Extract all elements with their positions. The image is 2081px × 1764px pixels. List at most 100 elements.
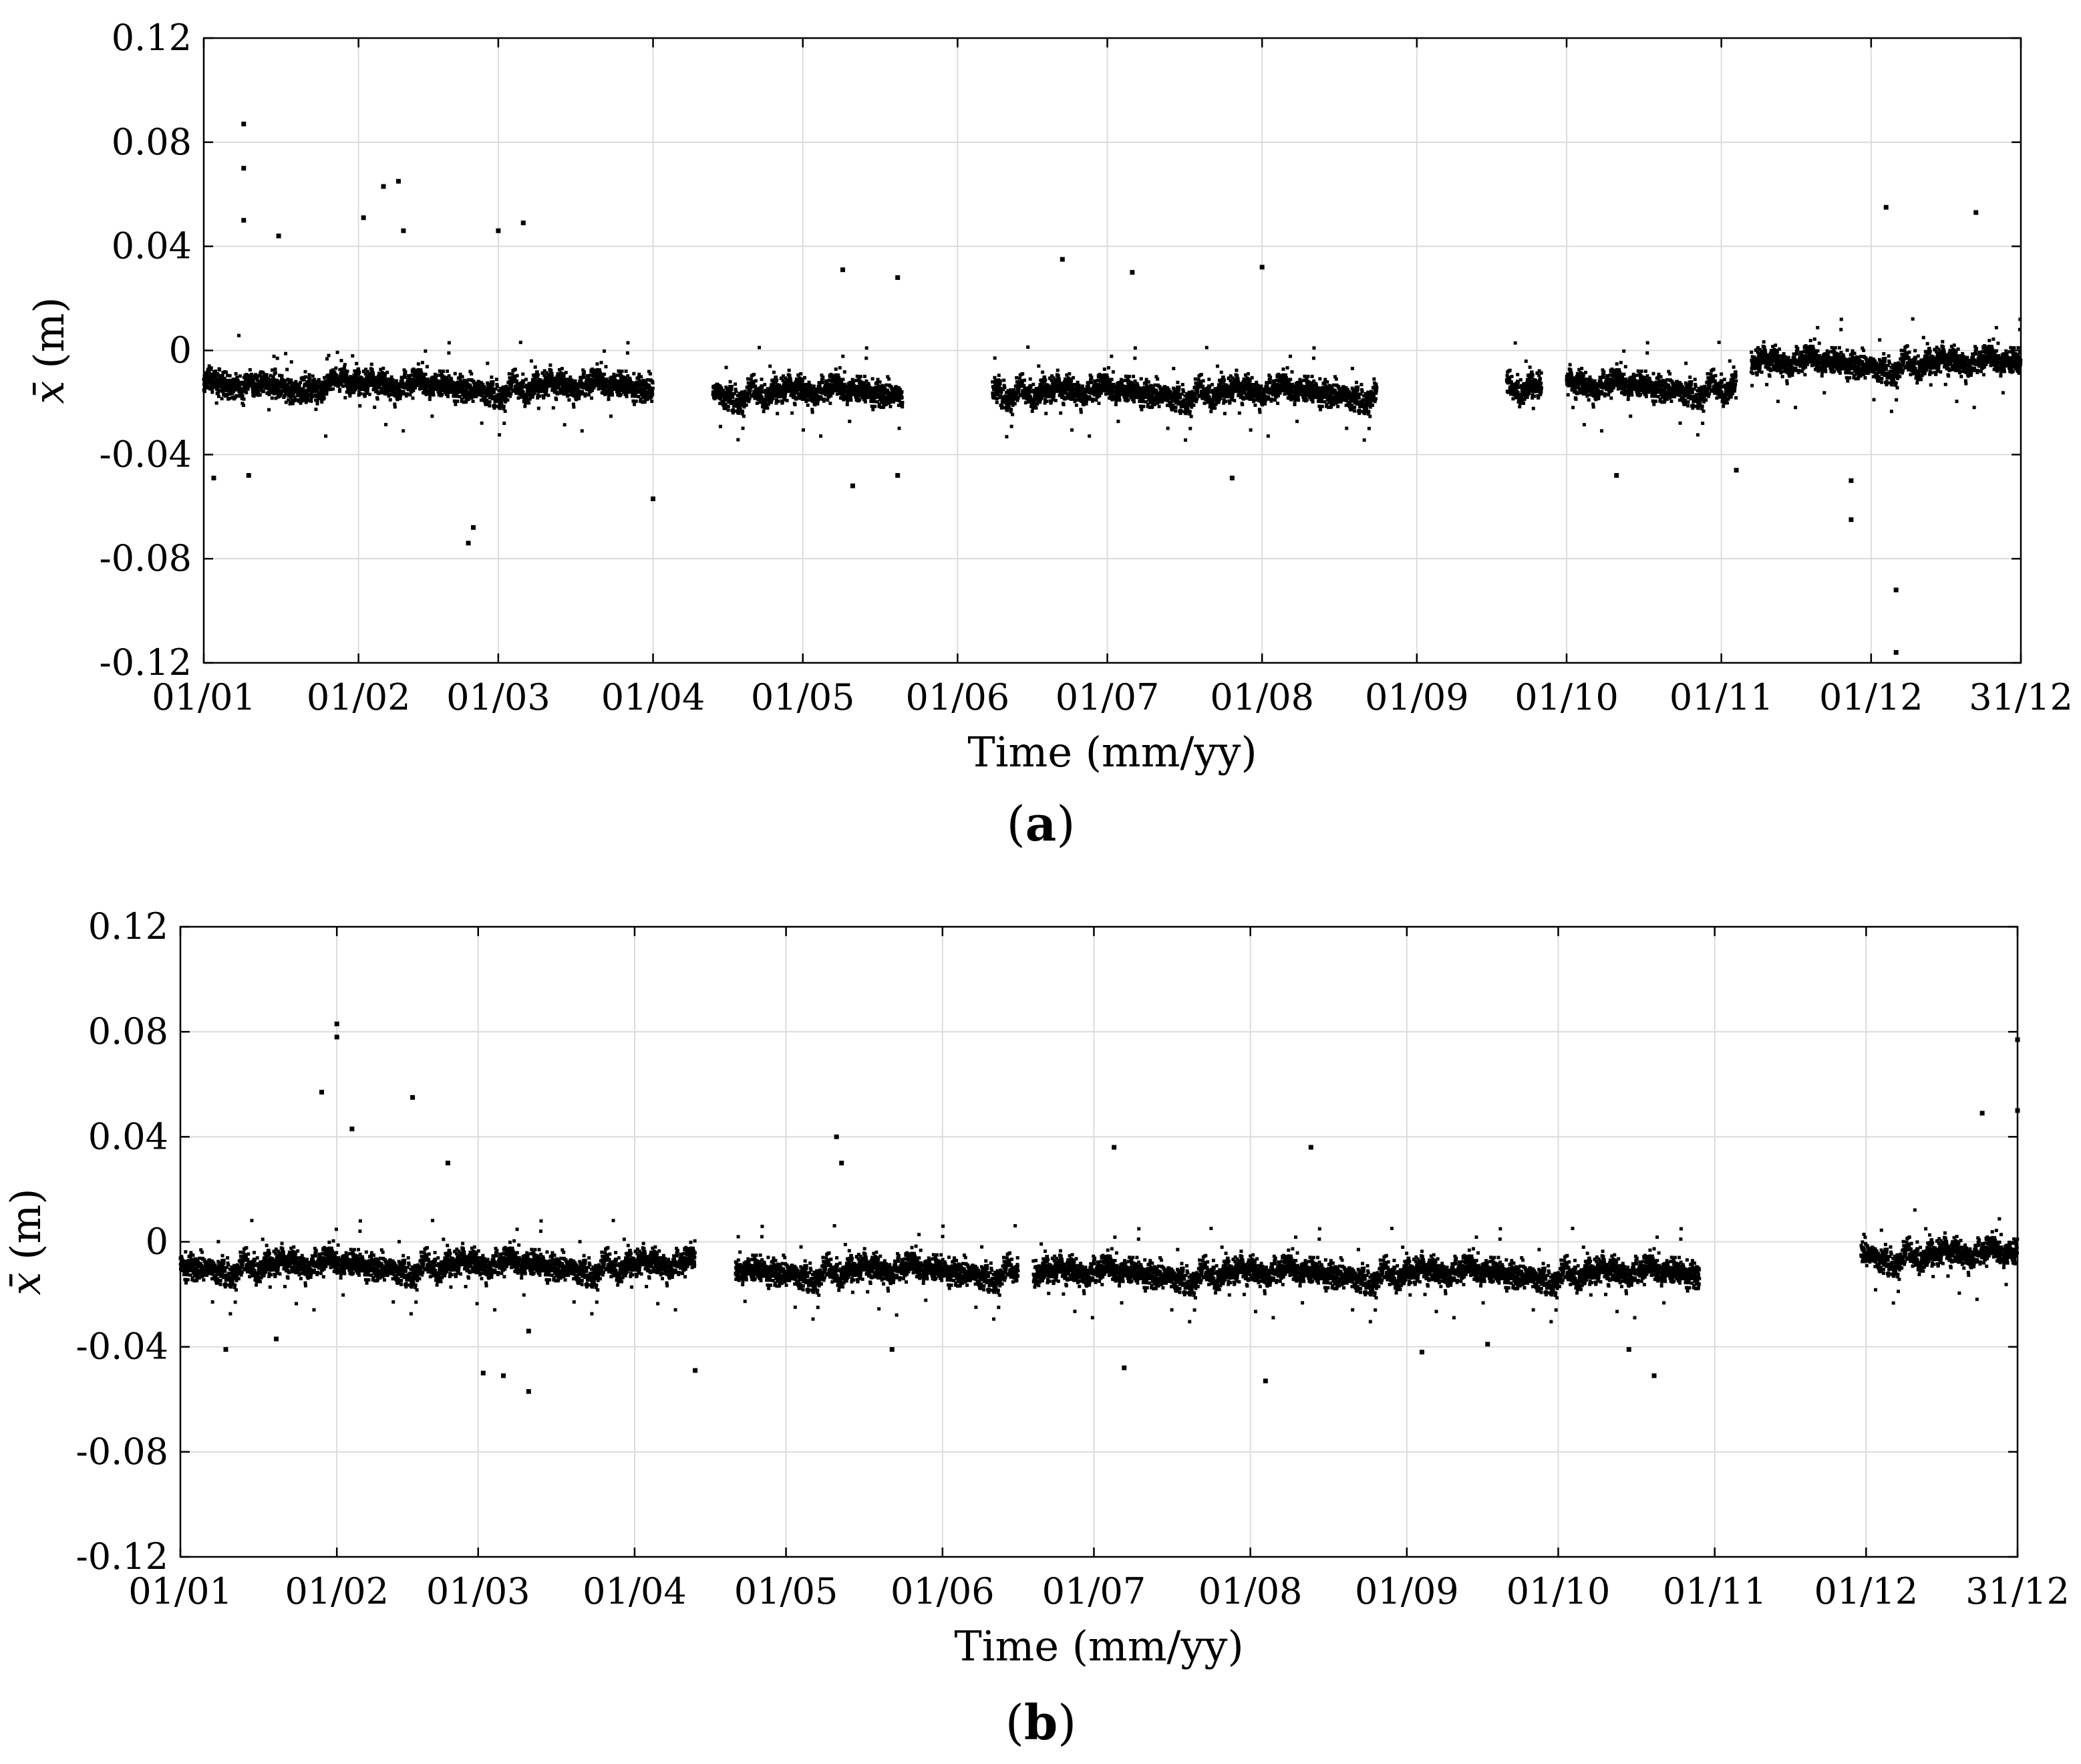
- data-point: [728, 380, 732, 384]
- data-point: [338, 388, 342, 392]
- data-point: [724, 405, 728, 409]
- data-point: [449, 376, 453, 380]
- data-point: [472, 386, 476, 390]
- data-point: [426, 380, 430, 384]
- data-point: [801, 428, 805, 432]
- data-point: [412, 388, 416, 392]
- data-point: [533, 365, 537, 369]
- data-point: [738, 406, 742, 410]
- data-point: [770, 400, 774, 404]
- data-point: [560, 367, 564, 371]
- data-point: [289, 360, 293, 364]
- data-point: [345, 373, 349, 377]
- data-point: [343, 365, 347, 369]
- data-point: [639, 375, 643, 379]
- data-point: [647, 370, 651, 374]
- data-point: [527, 382, 531, 386]
- data-point: [306, 399, 310, 403]
- data-point: [289, 400, 293, 404]
- data-point: [224, 370, 228, 374]
- data-point: [870, 404, 874, 408]
- data-point: [510, 384, 514, 388]
- data-point: [333, 370, 337, 374]
- data-point: [205, 384, 209, 388]
- data-point: [583, 394, 587, 398]
- data-point: [1043, 375, 1047, 379]
- data-point: [610, 391, 614, 395]
- data-point: [471, 400, 475, 404]
- data-point: [600, 386, 604, 390]
- data-point: [1013, 402, 1017, 406]
- data-point: [462, 400, 466, 404]
- data-point: [387, 388, 391, 392]
- data-point: [762, 410, 766, 414]
- data-point: [646, 394, 650, 398]
- data-point: [271, 368, 275, 372]
- data-point: [228, 374, 232, 378]
- data-point: [530, 378, 534, 382]
- data-point: [295, 384, 299, 388]
- data-point: [354, 377, 358, 381]
- data-point: [518, 386, 522, 390]
- data-point: [600, 374, 604, 378]
- data-point: [214, 375, 218, 379]
- data-point: [267, 380, 271, 384]
- data-point: [644, 396, 648, 400]
- data-point: [897, 426, 901, 430]
- data-point: [303, 390, 307, 394]
- data-point: [998, 379, 1002, 383]
- data-point: [204, 371, 208, 375]
- data-point: [292, 384, 296, 388]
- data-point: [283, 380, 287, 384]
- data-point: [358, 375, 362, 379]
- data-point: [644, 390, 648, 394]
- data-point: [492, 391, 496, 395]
- data-point: [209, 366, 213, 370]
- data-point: [325, 391, 329, 395]
- data-point: [1041, 370, 1045, 374]
- data-point: [738, 408, 742, 412]
- data-point: [741, 410, 745, 414]
- data-point: [1028, 377, 1032, 381]
- data-point: [772, 370, 776, 374]
- data-point: [577, 397, 581, 401]
- data-point: [775, 394, 779, 398]
- data-point: [1063, 397, 1067, 401]
- data-point: [255, 375, 259, 379]
- data-point: [1070, 379, 1074, 383]
- data-point: [589, 377, 593, 381]
- data-point: [410, 374, 414, 378]
- data-point: [311, 389, 315, 393]
- data-point: [760, 395, 764, 399]
- data-point: [760, 378, 764, 382]
- data-point: [569, 375, 573, 379]
- data-point: [270, 380, 274, 384]
- data-point: [374, 378, 378, 382]
- data-point: [772, 384, 776, 388]
- data-point: [408, 376, 412, 380]
- data-point: [524, 378, 528, 382]
- data-point: [540, 389, 544, 393]
- data-point: [573, 379, 577, 383]
- data-point: [871, 408, 875, 412]
- data-point: [616, 392, 620, 396]
- data-point: [594, 379, 598, 383]
- data-point: [311, 374, 315, 378]
- data-point: [430, 378, 434, 382]
- data-point: [400, 379, 404, 383]
- data-point: [730, 388, 734, 392]
- data-point: [768, 395, 772, 399]
- data-point: [301, 376, 305, 380]
- data-point: [412, 369, 416, 373]
- data-point: [536, 373, 540, 377]
- data-point: [1070, 382, 1074, 386]
- data-point: [513, 376, 517, 380]
- data-point: [311, 394, 315, 398]
- data-point: [579, 376, 583, 380]
- data-point: [603, 384, 607, 388]
- data-point: [375, 387, 379, 391]
- data-point: [393, 402, 397, 406]
- data-point: [267, 408, 271, 412]
- data-point: [488, 396, 492, 400]
- data-point: [581, 368, 585, 372]
